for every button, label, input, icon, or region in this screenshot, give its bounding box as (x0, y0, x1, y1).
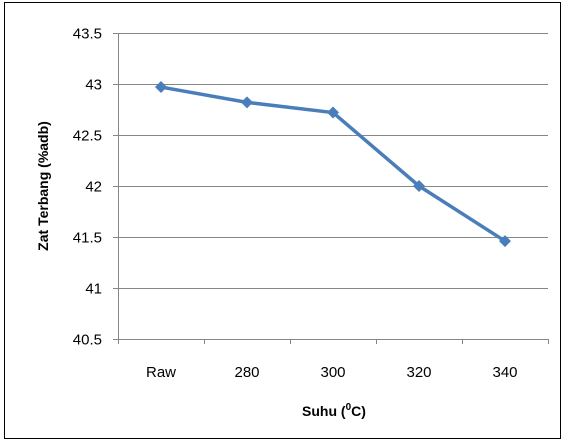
y-tick-labels: 40.5 41 41.5 42 42.5 43 43.5 (73, 26, 102, 349)
data-point-marker (327, 106, 339, 119)
x-axis-title-superscript: 0 (346, 402, 352, 413)
chart-frame (4, 2, 561, 439)
x-axis-title: Suhu (0C) (302, 402, 366, 419)
y-tick-label: 43.5 (73, 26, 102, 43)
gridlines (118, 33, 548, 340)
x-tick-label: Raw (146, 364, 176, 381)
x-tick-label: 300 (320, 364, 345, 381)
y-axis-title: Zat Terbang (%adb) (35, 121, 51, 251)
y-tick-label: 41.5 (73, 230, 102, 247)
x-tick-label: 320 (406, 364, 431, 381)
y-tick-label: 42 (85, 179, 102, 196)
data-point-marker (241, 96, 253, 109)
y-tick-label: 41 (85, 281, 102, 298)
x-axis-title-rest: C) (351, 403, 366, 419)
axes (113, 33, 549, 344)
y-tick-label: 40.5 (73, 332, 102, 349)
data-point-marker (413, 180, 425, 192)
y-tick-label: 42.5 (73, 128, 102, 145)
x-tick-labels: Raw 280 300 320 340 (146, 364, 518, 381)
y-tick-label: 43 (85, 77, 102, 94)
data-point-marker (155, 81, 167, 94)
series-layer (155, 81, 511, 248)
x-tick-label: 340 (492, 364, 517, 381)
x-tick-label: 280 (234, 364, 259, 381)
data-point-marker (499, 235, 511, 248)
x-axis-title-base: Suhu ( (302, 403, 346, 419)
